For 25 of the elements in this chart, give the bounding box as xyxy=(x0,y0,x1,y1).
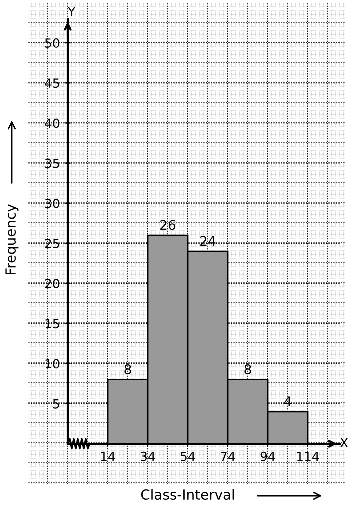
text: Y xyxy=(68,7,76,16)
y-tick-label: 25 xyxy=(45,239,60,248)
x-axis-title: Class-Interval xyxy=(141,489,234,500)
x-tick-label: 54 xyxy=(181,452,196,462)
y-tick-label: 35 xyxy=(45,158,60,168)
data-label: 26 xyxy=(160,220,176,230)
y-axis-title: Frequency xyxy=(6,204,19,275)
x-tick-label: 34 xyxy=(141,452,156,462)
x-tick-label: 74 xyxy=(221,452,236,462)
y-tick-label: 45 xyxy=(45,78,60,88)
data-label: 8 xyxy=(244,364,252,375)
y-tick-label: 10 xyxy=(46,359,60,369)
x-tick-label: 94 xyxy=(260,452,276,462)
data-label: 8 xyxy=(124,364,132,375)
x-tick-label: 114 xyxy=(297,452,320,462)
x-tick-label: 14 xyxy=(101,452,116,462)
y-tick-label: 20 xyxy=(45,279,60,289)
data-label: 24 xyxy=(200,236,216,246)
text: X xyxy=(340,438,348,448)
y-tick-label: 5 xyxy=(53,400,60,409)
y-tick-label: 30 xyxy=(45,198,60,208)
y-tick-label: 15 xyxy=(46,319,60,329)
y-tick-label: 50 xyxy=(45,38,60,48)
data-label: 4 xyxy=(284,396,292,406)
y-tick-label: 40 xyxy=(45,118,60,128)
